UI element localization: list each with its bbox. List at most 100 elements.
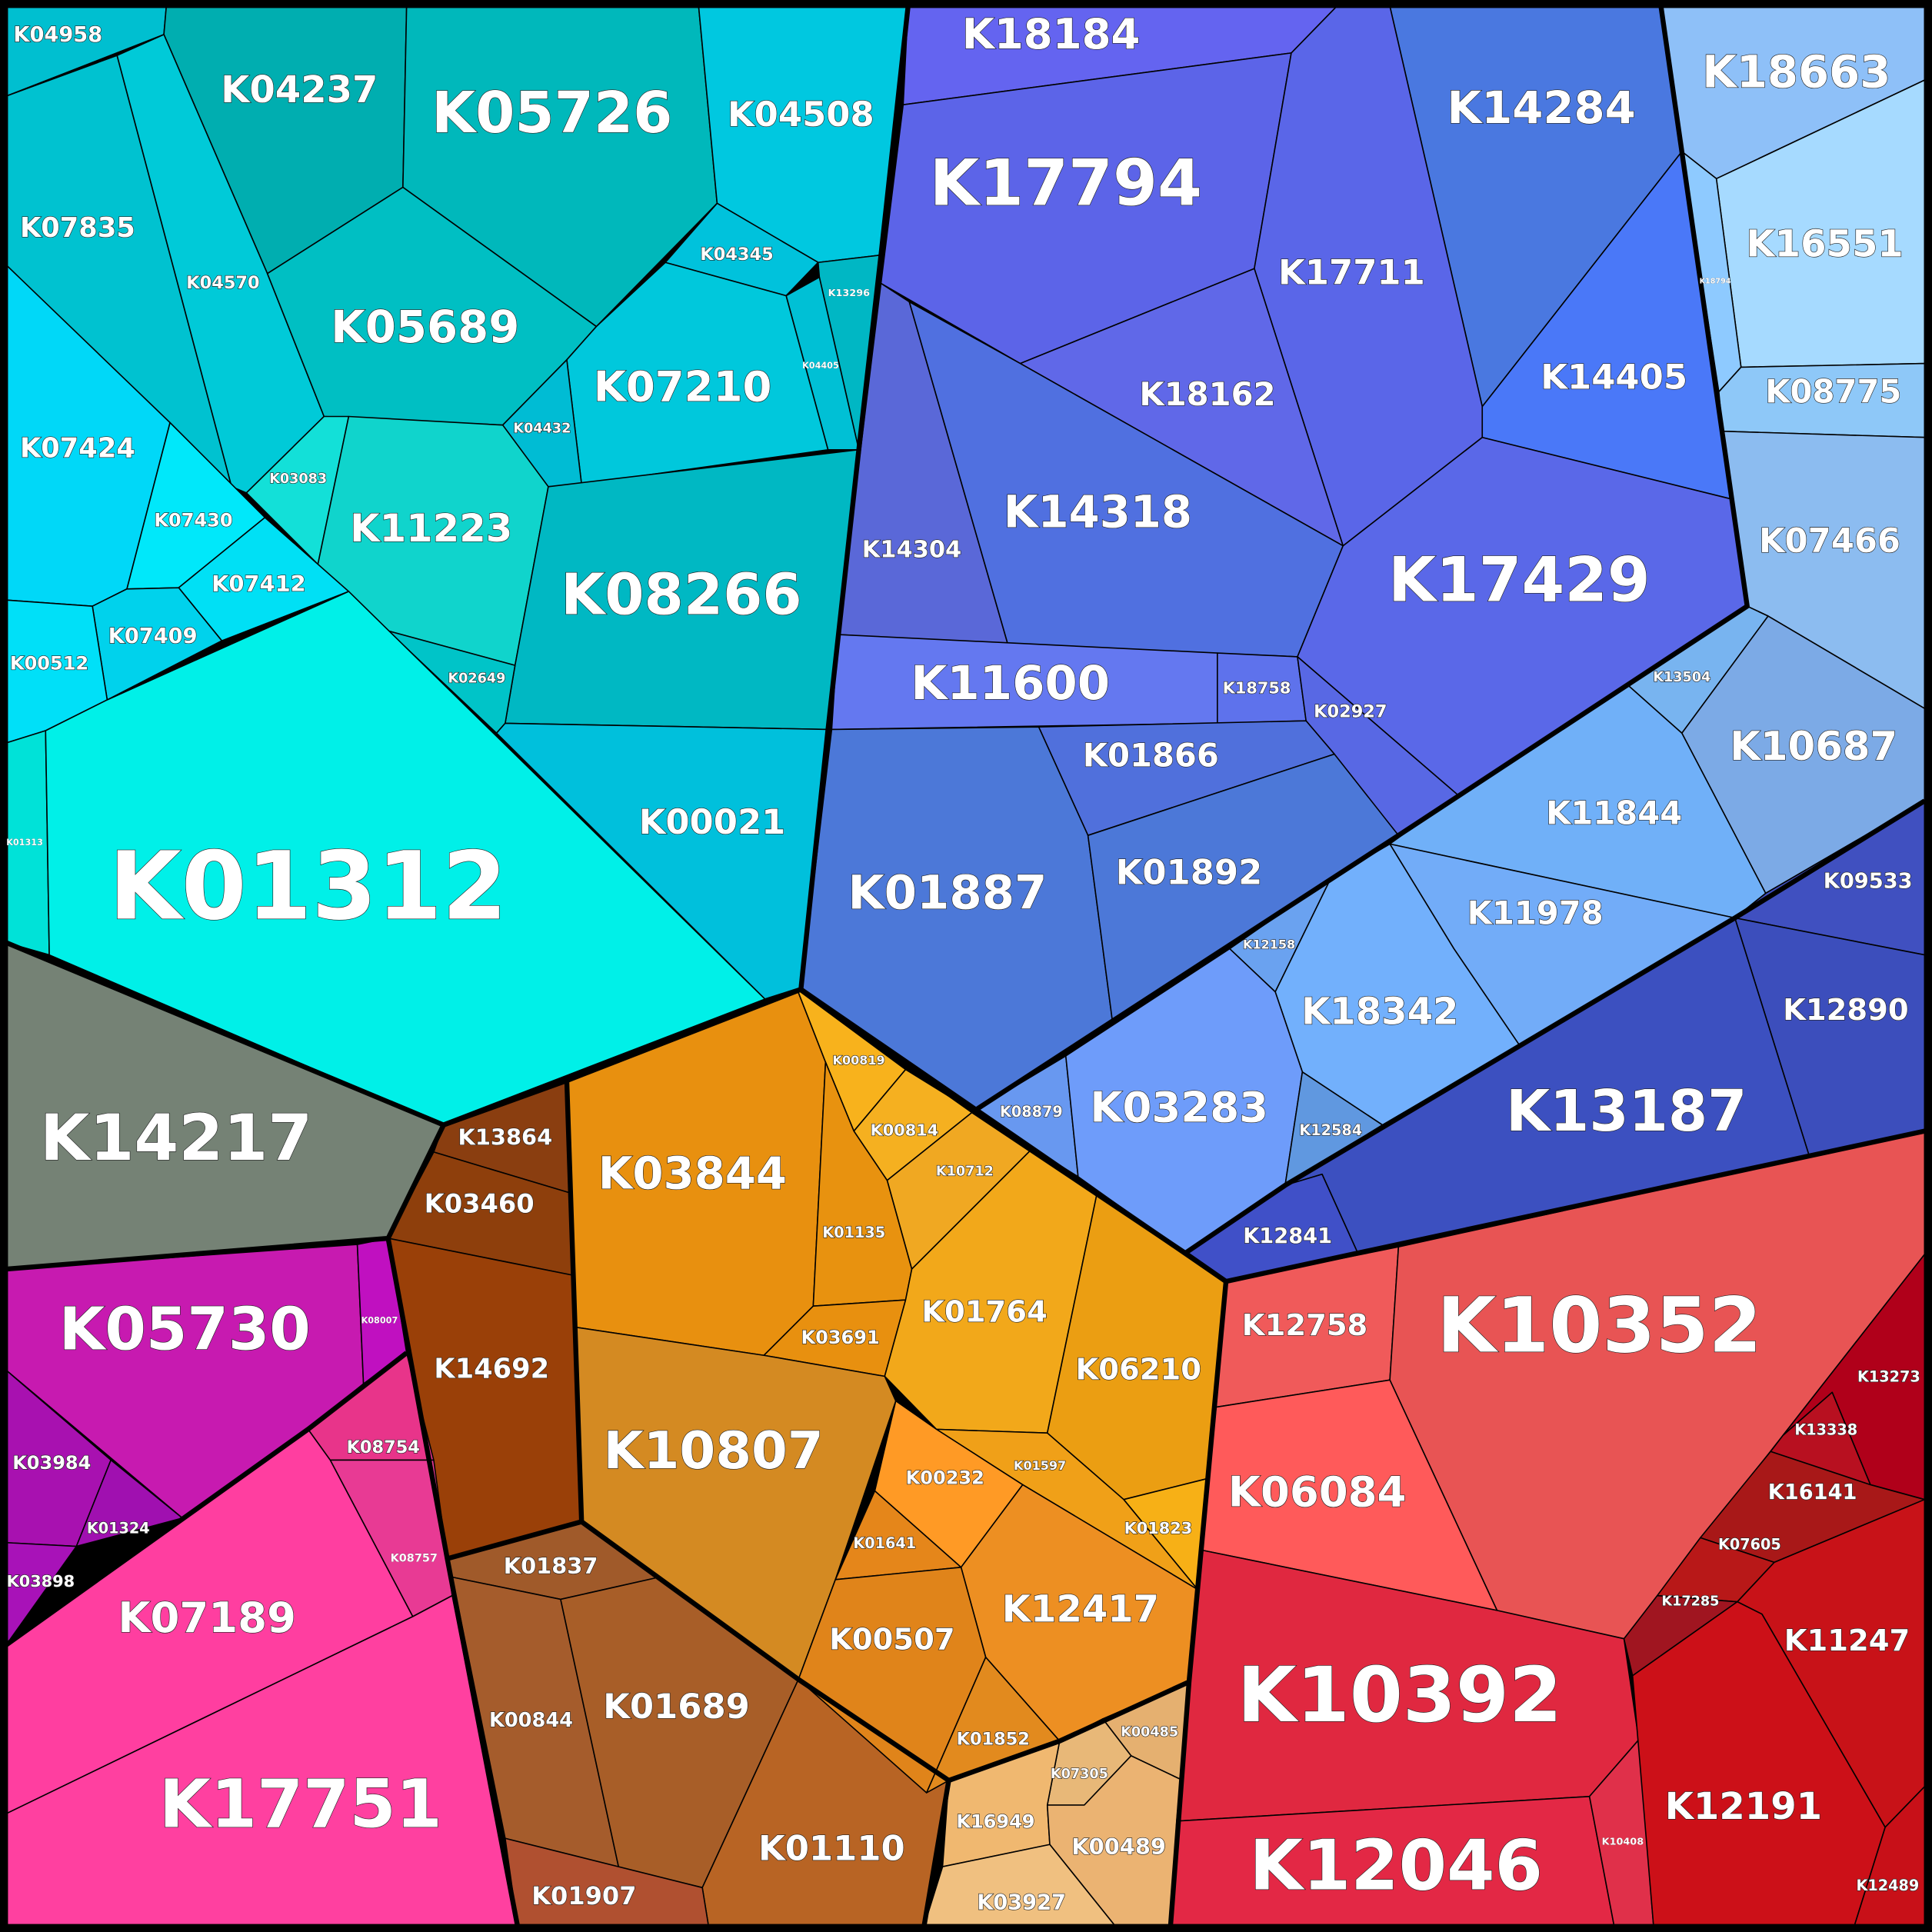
cell-label: K18794 bbox=[1700, 277, 1731, 285]
cell-label: K07210 bbox=[594, 361, 772, 411]
cell-label: K03083 bbox=[269, 471, 327, 487]
cell-label: K00021 bbox=[639, 801, 786, 842]
cell-label: K07605 bbox=[1718, 1535, 1781, 1553]
cell-label: K10807 bbox=[604, 1421, 824, 1481]
cell-label: K17794 bbox=[930, 145, 1202, 220]
cell-label: K07412 bbox=[212, 571, 306, 597]
cell-label: K17751 bbox=[159, 1767, 442, 1844]
cell-label: K11223 bbox=[350, 506, 512, 551]
cell-label: K06210 bbox=[1076, 1353, 1202, 1387]
cell-label: K01837 bbox=[504, 1553, 598, 1579]
cell-label: K08775 bbox=[1765, 373, 1901, 411]
cell-label: K04345 bbox=[700, 245, 773, 265]
group-border bbox=[1184, 798, 1927, 1255]
cell-label: K11247 bbox=[1784, 1624, 1910, 1658]
cell-label: K14217 bbox=[40, 1101, 312, 1175]
cell-label: K12584 bbox=[1299, 1121, 1362, 1139]
group-border bbox=[5, 987, 1229, 1927]
cell-label: K07189 bbox=[118, 1593, 296, 1642]
cell-label: K01907 bbox=[531, 1881, 636, 1910]
cell-label: K00232 bbox=[906, 1467, 984, 1488]
cell-label: K07424 bbox=[20, 433, 135, 465]
cell-label: K08879 bbox=[1000, 1103, 1063, 1121]
cell-label: K01597 bbox=[1014, 1458, 1066, 1473]
cell-label: K03844 bbox=[598, 1148, 787, 1200]
cell-label: K03984 bbox=[12, 1452, 91, 1474]
cell-label: K14405 bbox=[1541, 356, 1687, 397]
cell-label: K13187 bbox=[1506, 1079, 1747, 1144]
cell-label: K03283 bbox=[1090, 1083, 1268, 1132]
cell-label: K00507 bbox=[829, 1622, 955, 1657]
cell-label: K01823 bbox=[1124, 1519, 1193, 1537]
cell-label: K14692 bbox=[434, 1353, 549, 1384]
cell-label: K12890 bbox=[1783, 993, 1909, 1028]
cell-label: K03898 bbox=[7, 1572, 75, 1591]
cell-label: K01689 bbox=[603, 1686, 750, 1727]
cell-label: K01641 bbox=[853, 1534, 916, 1552]
cell-label: K01135 bbox=[822, 1224, 885, 1241]
cell-label: K07835 bbox=[20, 212, 135, 244]
cell-label: K18663 bbox=[1702, 45, 1890, 98]
cell-label: K13338 bbox=[1794, 1421, 1857, 1438]
cell-label: K18758 bbox=[1223, 679, 1291, 698]
cell-label: K09533 bbox=[1824, 870, 1913, 894]
cell-label: K04405 bbox=[802, 361, 839, 371]
cell-label: K12158 bbox=[1243, 937, 1295, 951]
cell-label: K08757 bbox=[391, 1553, 438, 1565]
cell-label: K00814 bbox=[871, 1121, 939, 1140]
cell-label: K07466 bbox=[1759, 522, 1900, 561]
cell-label: K02927 bbox=[1314, 701, 1387, 721]
cell-label: K04508 bbox=[728, 94, 874, 135]
group-border bbox=[971, 5, 1750, 1114]
cell bbox=[75, 1459, 183, 1547]
cell-label: K11978 bbox=[1467, 894, 1604, 931]
cell-label: K01313 bbox=[6, 838, 43, 848]
cell-label: K00485 bbox=[1121, 1724, 1178, 1740]
cell-label: K10352 bbox=[1437, 1282, 1761, 1371]
cell-label: K13504 bbox=[1653, 670, 1710, 685]
group-border bbox=[580, 1519, 951, 1927]
cell-label: K02649 bbox=[448, 671, 506, 687]
cell-label: K14284 bbox=[1447, 82, 1636, 134]
cell-label: K07305 bbox=[1051, 1767, 1108, 1782]
cell-label: K00844 bbox=[489, 1709, 573, 1732]
cell-label: K14304 bbox=[862, 537, 961, 564]
cell-label: K17285 bbox=[1662, 1594, 1720, 1610]
cell-label: K14318 bbox=[1004, 485, 1192, 538]
cell-label: K01110 bbox=[758, 1827, 905, 1868]
cell-label: K01887 bbox=[848, 865, 1048, 920]
cell-label: K13864 bbox=[458, 1124, 553, 1150]
cell-label: K00512 bbox=[10, 653, 88, 675]
cell-label: K03927 bbox=[977, 1891, 1066, 1915]
cell-label: K18162 bbox=[1139, 375, 1275, 413]
cell-label: K10712 bbox=[936, 1164, 994, 1180]
cells bbox=[5, 5, 1926, 1927]
cell-label: K12417 bbox=[1002, 1587, 1159, 1631]
group-border bbox=[5, 1351, 408, 1647]
cell-label: K04958 bbox=[13, 23, 102, 47]
cell-label: K08007 bbox=[361, 1315, 398, 1325]
cell-label: K05730 bbox=[59, 1295, 311, 1364]
cell-label: K04237 bbox=[221, 68, 378, 112]
cell-label: K00819 bbox=[833, 1053, 885, 1068]
cell-label: K12758 bbox=[1242, 1308, 1368, 1343]
cell-label: K13296 bbox=[828, 288, 871, 299]
cell-label: K18184 bbox=[962, 9, 1141, 58]
cell-label: K05689 bbox=[331, 301, 519, 353]
group-border bbox=[799, 987, 1926, 1284]
cell-label: K05726 bbox=[431, 81, 672, 146]
cell-label: K08266 bbox=[561, 563, 801, 628]
cell-label: K13273 bbox=[1857, 1368, 1920, 1386]
cell-label: K01892 bbox=[1116, 851, 1263, 892]
cell-label: K16551 bbox=[1746, 222, 1903, 265]
cell-label: K17429 bbox=[1388, 544, 1651, 615]
cell-label: K03460 bbox=[425, 1188, 535, 1218]
cell-label: K11844 bbox=[1546, 794, 1682, 832]
cell-label: K10687 bbox=[1730, 724, 1897, 770]
cell-label: K01852 bbox=[957, 1730, 1030, 1750]
cell-label: K17711 bbox=[1278, 251, 1425, 292]
cell-label: K16949 bbox=[956, 1810, 1034, 1832]
group-border bbox=[948, 1679, 1191, 1783]
cell-label: K18342 bbox=[1301, 990, 1458, 1033]
cell-label: K01764 bbox=[921, 1294, 1048, 1329]
